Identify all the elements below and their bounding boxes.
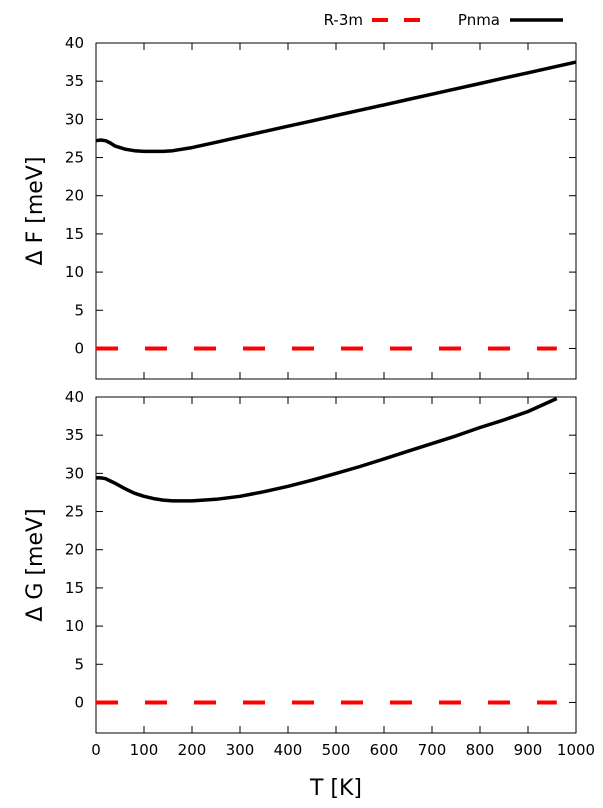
x-tick-label: 100 (130, 741, 159, 759)
legend-label-r-3m: R-3m (324, 11, 363, 29)
y-axis-title: Δ G [meV] (23, 508, 48, 621)
x-tick-label: 600 (370, 741, 399, 759)
y-tick-label: 10 (65, 263, 84, 281)
panel-delta-f: 0 5 10 15 20 25 30 35 40 Δ F [meV] (23, 34, 577, 380)
y-tick-label: 35 (65, 72, 84, 90)
y-tick-label: 0 (74, 693, 84, 711)
x-tick-label: 400 (274, 741, 303, 759)
y-tick-label: 30 (65, 110, 84, 128)
y-tick-label: 30 (65, 464, 84, 482)
y-tick-label: 10 (65, 617, 84, 635)
legend-label-pnma: Pnma (458, 11, 500, 29)
y-tick-label: 5 (74, 655, 84, 673)
y-tick-label: 20 (65, 187, 84, 205)
y-tick-label: 0 (74, 339, 84, 357)
y-tick-label: 35 (65, 426, 84, 444)
series-line-pnma (96, 396, 558, 503)
x-tick-label: 300 (226, 741, 255, 759)
y-tick-label: 40 (65, 388, 84, 406)
y-tick-label: 40 (65, 34, 84, 52)
y-tick-label: 5 (74, 301, 84, 319)
x-axis-title: T [K] (309, 776, 362, 801)
y-tick-label: 20 (65, 541, 84, 559)
plot-frame (95, 396, 577, 734)
y-tick-label: 25 (65, 503, 84, 521)
y-axis-title: Δ F [meV] (23, 157, 48, 266)
x-tick-label: 0 (91, 741, 101, 759)
x-tick-label: 500 (322, 741, 351, 759)
y-tick-label: 25 (65, 149, 84, 167)
plot-frame (95, 42, 577, 380)
x-tick-label: 700 (418, 741, 447, 759)
x-tick-label: 800 (466, 741, 495, 759)
y-tick-label: 15 (65, 225, 84, 243)
x-tick-label: 1000 (557, 741, 595, 759)
series-line-pnma (95, 60, 577, 154)
x-tick-label: 900 (514, 741, 543, 759)
x-tick-label: 200 (178, 741, 207, 759)
y-tick-label: 15 (65, 579, 84, 597)
legend: R-3m Pnma (324, 11, 563, 29)
